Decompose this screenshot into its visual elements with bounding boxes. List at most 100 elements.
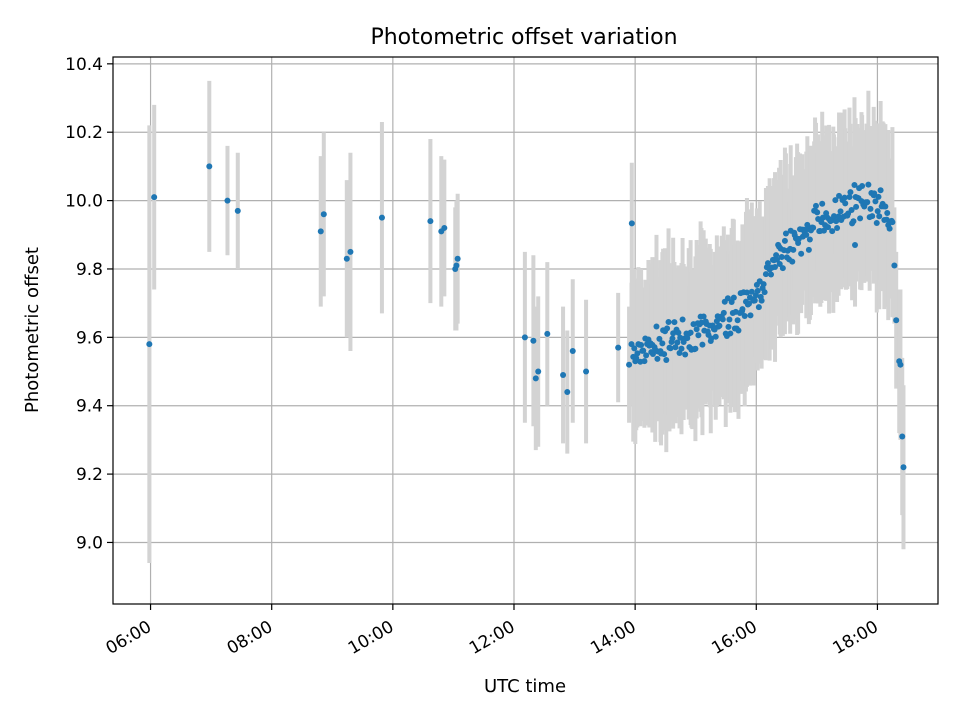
data-point <box>768 271 775 278</box>
data-point <box>834 225 841 232</box>
data-point <box>758 297 765 304</box>
data-point <box>853 203 860 210</box>
data-point <box>847 189 854 196</box>
data-point <box>805 246 812 253</box>
data-point <box>530 337 537 344</box>
data-point <box>544 330 551 337</box>
y-axis-ticks: 9.0 9.2 9.4 9.6 9.8 10.0 10.2 10.4 <box>65 55 113 553</box>
data-point <box>628 220 635 227</box>
data-point <box>842 200 849 207</box>
y-axis-label: Photometric offset <box>22 247 43 413</box>
data-point <box>741 313 748 320</box>
data-point <box>682 351 689 358</box>
data-point <box>583 368 590 375</box>
data-point <box>735 327 742 334</box>
data-point <box>224 197 231 204</box>
data-point <box>803 231 810 238</box>
data-point <box>751 297 758 304</box>
data-point <box>871 190 878 197</box>
data-point <box>776 260 783 267</box>
data-point <box>521 334 528 341</box>
data-point <box>641 358 648 365</box>
data-point <box>665 319 672 326</box>
data-point <box>789 258 796 265</box>
data-point <box>234 207 241 214</box>
data-point <box>560 371 567 378</box>
data-point <box>724 295 731 302</box>
data-point <box>747 312 754 319</box>
data-point <box>872 198 879 205</box>
data-point <box>846 193 853 200</box>
data-point <box>695 332 702 339</box>
data-point <box>654 355 661 362</box>
data-point <box>837 208 844 215</box>
data-point <box>716 322 723 329</box>
data-point <box>745 300 752 307</box>
data-point <box>643 352 650 359</box>
data-point <box>874 208 881 215</box>
data-point <box>378 214 385 221</box>
data-point <box>615 344 622 351</box>
data-point <box>631 345 638 352</box>
data-point <box>320 211 327 218</box>
data-point <box>836 192 843 199</box>
data-point <box>829 228 836 235</box>
data-point <box>725 323 732 330</box>
data-point <box>851 181 858 188</box>
data-point <box>628 341 635 348</box>
data-point <box>875 193 882 200</box>
data-point <box>634 350 641 357</box>
plot-frame <box>112 56 939 605</box>
data-points <box>146 163 907 471</box>
data-point <box>454 255 461 262</box>
data-point <box>897 361 904 368</box>
data-point <box>886 225 893 232</box>
data-point <box>832 197 839 204</box>
data-point <box>653 323 660 330</box>
data-point <box>806 236 813 243</box>
data-point <box>782 230 789 237</box>
y-tick-label: 10.2 <box>65 123 103 143</box>
data-point <box>900 464 907 471</box>
data-point <box>692 345 699 352</box>
data-point <box>764 260 771 267</box>
data-point <box>671 319 678 326</box>
data-point <box>814 209 821 216</box>
data-point <box>640 347 647 354</box>
data-point <box>739 306 746 313</box>
data-point <box>761 289 768 296</box>
data-point <box>678 345 685 352</box>
data-point <box>661 351 668 358</box>
data-point <box>656 335 663 342</box>
data-point <box>790 246 797 253</box>
data-point <box>700 313 707 320</box>
data-point <box>778 254 785 261</box>
data-point <box>569 348 576 355</box>
data-point <box>564 389 571 396</box>
data-point <box>730 294 737 301</box>
data-point <box>852 242 859 249</box>
data-point <box>347 248 354 255</box>
data-point <box>869 213 876 220</box>
data-point <box>672 344 679 351</box>
y-tick-label: 9.2 <box>76 465 103 485</box>
data-point <box>146 341 153 348</box>
data-point <box>899 433 906 440</box>
data-point <box>743 289 750 296</box>
chart-title: Photometric offset variation <box>370 25 677 50</box>
data-point <box>687 329 694 336</box>
data-point <box>532 375 539 382</box>
data-point <box>877 187 884 194</box>
data-point <box>206 163 213 170</box>
x-axis-label: UTC time <box>484 676 566 697</box>
data-point <box>841 194 848 201</box>
data-point <box>873 220 880 227</box>
data-point <box>663 356 670 363</box>
data-point <box>891 262 898 269</box>
data-point <box>633 355 640 362</box>
data-point <box>773 256 780 263</box>
data-point <box>734 317 741 324</box>
